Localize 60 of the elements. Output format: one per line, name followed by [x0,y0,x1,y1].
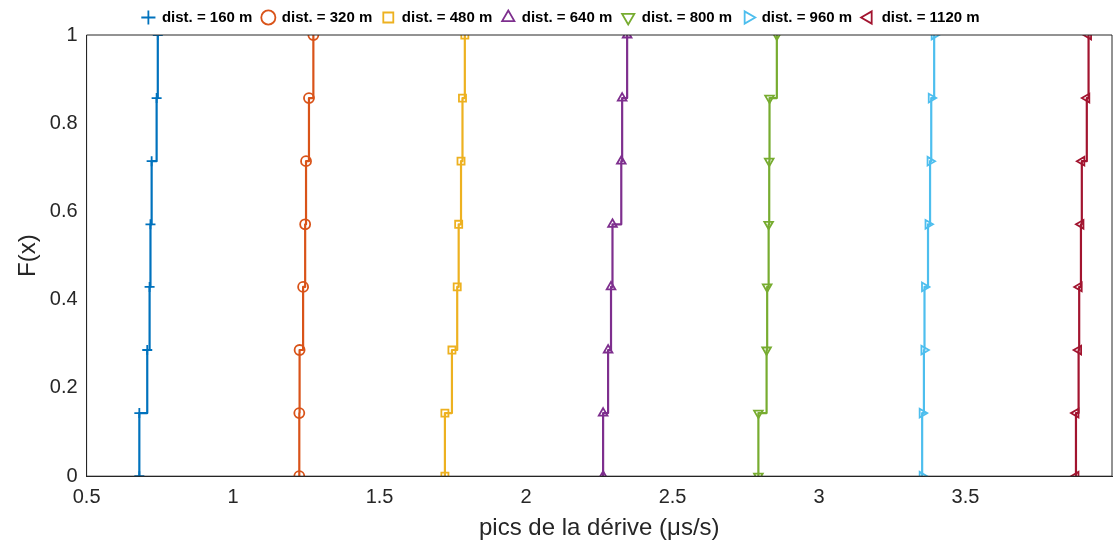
point [1075,155,1086,167]
x-tick-label: 2 [520,484,532,507]
point [921,281,931,293]
point [300,155,312,168]
point [1073,281,1083,293]
point [303,92,315,104]
point [447,345,457,355]
point [293,344,306,356]
y-tick-label: 0.6 [49,199,78,221]
legend-label: dist. = 960 m [761,7,853,25]
point [150,92,163,104]
point [607,218,618,228]
point [764,94,775,104]
y-tick-label: 0 [66,463,78,486]
legend-label: dist. = 800 m [641,7,733,25]
legend-label: dist. = 640 m [521,7,613,25]
x-tick-label: 2.5 [658,484,687,507]
point [1070,407,1080,419]
legend-label: dist. = 160 m [161,7,253,25]
point [458,93,467,103]
point [454,219,464,229]
point [143,281,156,293]
point [299,218,312,231]
legend-label: dist. = 320 m [281,7,373,25]
y-tick-label: 0.4 [49,287,78,310]
legend-label: dist. = 480 m [401,7,493,25]
point [602,344,614,354]
point [293,407,306,420]
y-tick-label: 0.2 [49,375,78,398]
legend-label: dist. = 1120 m [881,7,980,25]
y-tick-label: 1 [66,22,78,45]
point [763,220,774,231]
x-tick-label: 3.5 [951,484,980,507]
point [927,92,938,104]
x-tick-label: 0.5 [72,484,101,507]
point [141,344,154,356]
point [1072,344,1082,356]
point [1080,92,1091,104]
x-tick-label: 3 [813,484,825,507]
point [452,282,462,292]
point [616,155,627,165]
point [920,344,930,356]
y-tick-label: 0.8 [49,110,78,133]
point [297,281,310,293]
point [456,156,466,166]
point [1075,219,1085,230]
point [761,283,773,293]
point [440,408,450,418]
point [761,346,772,356]
point [605,281,617,291]
x-axis-title: pics de la dérive (μs/s) [479,513,720,541]
x-tick-label: 1.5 [365,484,394,507]
point [597,407,609,417]
point [918,407,929,419]
point [924,219,934,230]
x-tick-label: 1 [227,484,239,507]
point [763,157,775,168]
point [926,155,936,167]
y-axis-title: F(x) [13,234,41,277]
point [144,218,157,231]
